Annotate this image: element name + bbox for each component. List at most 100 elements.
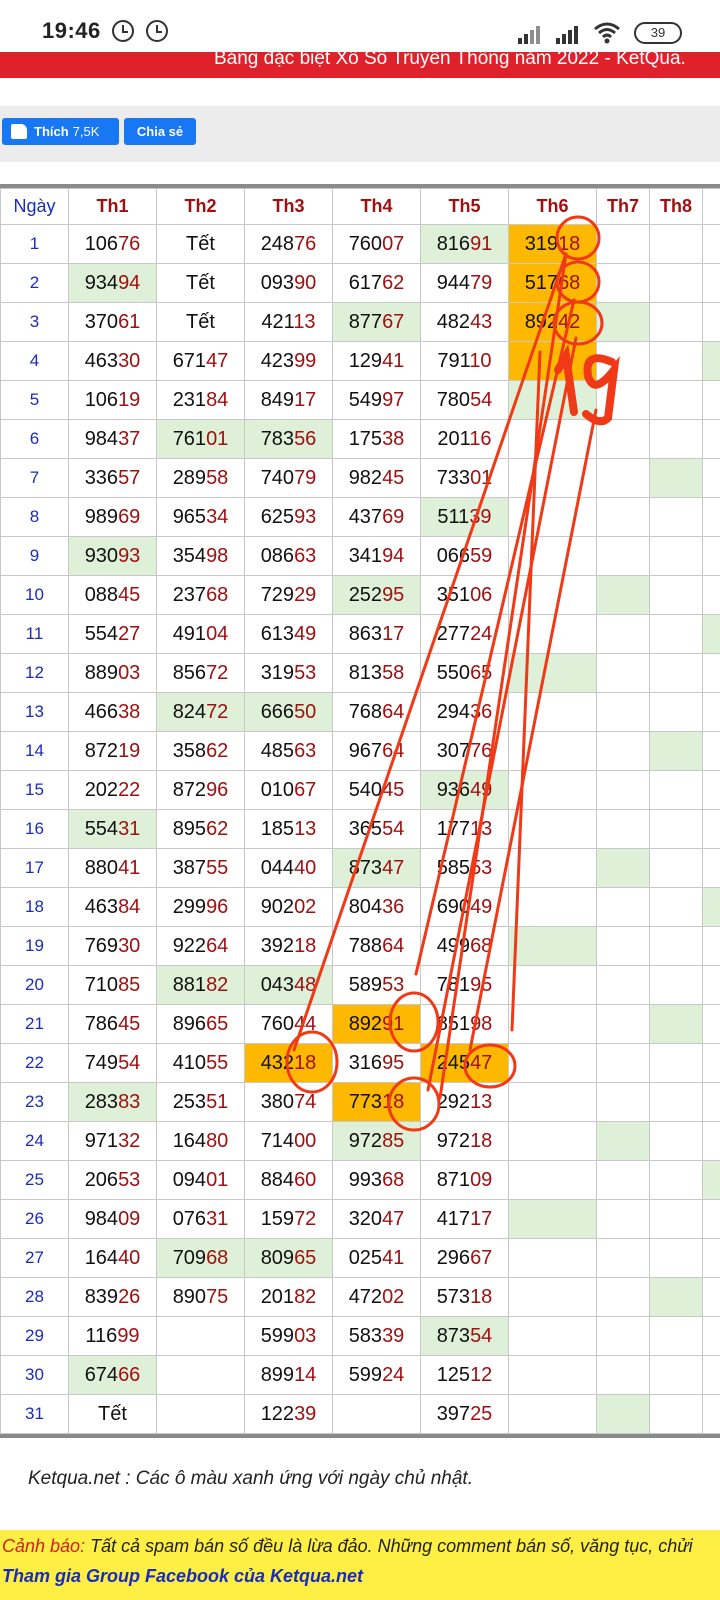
result-prefix: 122 (260, 1402, 295, 1425)
result-prefix: 984 (84, 1207, 119, 1230)
facebook-share-button[interactable]: Chia sẻ (124, 118, 196, 145)
result-cell: 43769 (332, 497, 421, 537)
table-row: 17 88041 38755 04440 87347 58553 (0, 848, 720, 888)
result-cell: 70968 (156, 1238, 245, 1278)
result-tail: 85 (118, 973, 141, 996)
result-cell: 88903 (68, 653, 157, 693)
result-prefix: 549 (348, 388, 383, 411)
result-cell: 16440 (68, 1238, 157, 1278)
result-cell: 35106 (420, 575, 509, 615)
result-cell: 10676 (68, 224, 157, 264)
result-cell (596, 887, 650, 927)
result-cell: 72929 (244, 575, 333, 615)
result-cell: 78054 (420, 380, 509, 420)
result-cell: 31953 (244, 653, 333, 693)
result-prefix: 129 (348, 349, 383, 372)
result-cell: 94479 (420, 263, 509, 303)
result-cell (508, 926, 597, 966)
result-cell: 76930 (68, 926, 157, 966)
result-cell (649, 419, 703, 459)
result-prefix: 922 (172, 934, 207, 957)
result-prefix: 231 (172, 388, 207, 411)
result-cell: 55431 (68, 809, 157, 849)
result-tail: 18 (470, 1129, 493, 1152)
result-cell: 24547 (420, 1043, 509, 1083)
result-prefix: 934 (84, 271, 119, 294)
facebook-group-link[interactable]: Tham gia Group Facebook của Ketqua.net (2, 1566, 364, 1586)
result-prefix: 877 (348, 310, 383, 333)
result-prefix: 589 (348, 973, 383, 996)
result-tail: 17 (470, 1207, 493, 1230)
result-cell: 88041 (68, 848, 157, 888)
result-cell (508, 1394, 597, 1434)
status-time: 19:46 (42, 18, 101, 43)
result-tail: 74 (294, 1090, 317, 1113)
result-tail: 41 (382, 1246, 405, 1269)
facebook-like-button[interactable]: Thích 7,5K (2, 118, 119, 145)
result-cell (702, 1121, 720, 1161)
result-cell (508, 1316, 597, 1356)
result-cell (702, 1160, 720, 1200)
result-tail: 27 (118, 622, 141, 645)
result-prefix: 809 (260, 1246, 295, 1269)
result-cell: 97132 (68, 1121, 157, 1161)
result-prefix: 354 (172, 544, 207, 567)
result-cell: 98437 (68, 419, 157, 459)
banner-text: Bảng đặc biệt Xổ Số Truyền Thống năm 202… (214, 52, 686, 69)
result-prefix: 294 (436, 700, 471, 723)
result-cell (649, 380, 703, 420)
result-prefix: 423 (260, 349, 295, 372)
result-tail: 38 (118, 700, 141, 723)
result-tail: 64 (206, 934, 229, 957)
result-cell: 41055 (156, 1043, 245, 1083)
result-cell (649, 926, 703, 966)
result-cell: 61349 (244, 614, 333, 654)
result-cell: 78195 (420, 965, 509, 1005)
result-tail: 45 (118, 583, 141, 606)
result-cell: 87767 (332, 302, 421, 342)
table-row: 1 10676 Tết 24876 76007 81691 31918 (0, 224, 720, 264)
result-cell: 77318 (332, 1082, 421, 1122)
result-prefix: 392 (260, 934, 295, 957)
result-cell: 87109 (420, 1160, 509, 1200)
result-tail: 64 (382, 700, 405, 723)
result-cell (596, 302, 650, 342)
table-row: 24 97132 16480 71400 97285 97218 (0, 1121, 720, 1161)
result-cell (596, 1316, 650, 1356)
table-row: 22 74954 41055 43218 31695 24547 (0, 1043, 720, 1083)
result-cell: 80965 (244, 1238, 333, 1278)
result-tail: 56 (294, 427, 317, 450)
result-prefix: 164 (172, 1129, 207, 1152)
result-cell: 76044 (244, 1004, 333, 1044)
result-cell (508, 1004, 597, 1044)
table-row: 9 93093 35498 08663 34194 06659 (0, 536, 720, 576)
table-row: 16 55431 89562 18513 36554 17713 (0, 809, 720, 849)
result-tail: 58 (382, 661, 405, 684)
result-prefix: 583 (348, 1324, 383, 1347)
top-banner[interactable]: Bảng đặc biệt Xổ Số Truyền Thống năm 202… (0, 52, 720, 78)
result-tail: 10 (469, 349, 492, 372)
result-tail: 85 (382, 1129, 405, 1152)
result-prefix: 319 (260, 661, 295, 684)
table-row: 14 87219 35862 48563 96764 30776 (0, 731, 720, 771)
result-cell (649, 1316, 703, 1356)
result-prefix: 892 (524, 310, 559, 333)
result-cell (649, 1394, 703, 1434)
result-tail: 54 (470, 388, 493, 411)
result-cell: 89914 (244, 1355, 333, 1395)
result-cell (596, 965, 650, 1005)
result-cell (702, 770, 720, 810)
result-cell: 49968 (420, 926, 509, 966)
result-tail: 02 (382, 1285, 405, 1308)
day-cell: 16 (0, 809, 69, 849)
result-prefix: 895 (172, 817, 207, 840)
result-prefix: 245 (436, 1051, 471, 1074)
result-cell (156, 1394, 245, 1434)
result-tail: 45 (382, 466, 405, 489)
result-prefix: 710 (84, 973, 119, 996)
result-cell: 31918 (508, 224, 597, 264)
result-tail: 42 (558, 310, 581, 333)
result-cell (702, 614, 720, 654)
result-tail: 01 (206, 1168, 229, 1191)
result-prefix: 491 (172, 622, 207, 645)
